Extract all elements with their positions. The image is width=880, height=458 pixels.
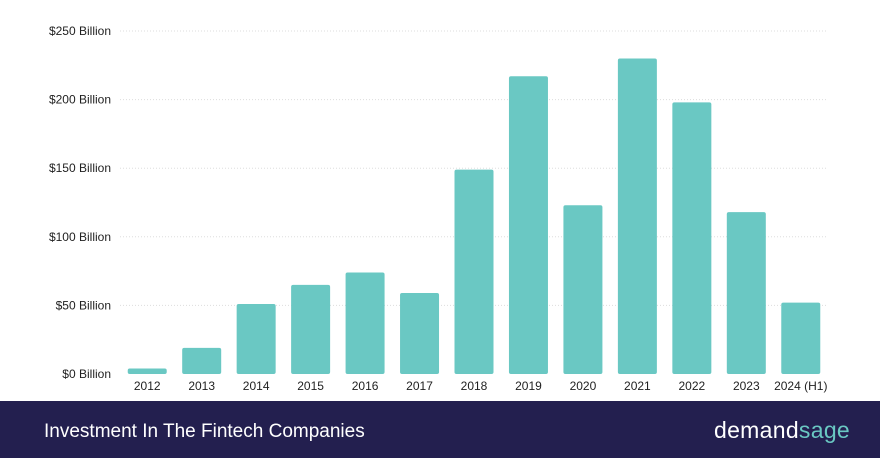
bar-2019: [508, 76, 548, 374]
x-tick-label: 2024 (H1): [774, 379, 827, 393]
x-tick-label: 2014: [243, 379, 270, 393]
x-tick-label: 2020: [570, 379, 597, 393]
footer-bar: Investment In The Fintech Companies dema…: [0, 401, 880, 458]
y-tick-label: $250 Billion: [49, 24, 111, 38]
bar-2020: [563, 205, 603, 374]
bar-2022: [672, 102, 712, 375]
x-tick-label: 2023: [733, 379, 760, 393]
brand-logo-part2: sage: [798, 417, 850, 443]
bar-2021: [617, 58, 657, 374]
x-tick-label: 2022: [678, 379, 705, 393]
bar-2024-h1: [781, 302, 821, 374]
x-tick-label: 2021: [624, 379, 651, 393]
y-tick-label: $0 Billion: [62, 367, 111, 381]
brand-logo: demandsage: [714, 417, 850, 444]
y-tick-label: $50 Billion: [56, 298, 111, 312]
bar-2013: [182, 347, 222, 374]
y-axis-tick-labels: $0 Billion $50 Billion $100 Billion $150 Bi…: [49, 24, 111, 381]
bar-2014: [236, 304, 276, 374]
bar-2016: [345, 272, 385, 374]
chart-title: Investment In The Fintech Companies: [44, 421, 365, 442]
x-axis-tick-labels: 2012 2013 2014 2015 2016 2017 2018 2019 2020 2021…: [134, 379, 828, 393]
brand-logo-part1: demand: [714, 417, 799, 443]
y-tick-label: $100 Billion: [49, 230, 111, 244]
bar-2015: [291, 284, 331, 374]
x-tick-label: 2012: [134, 379, 161, 393]
bar-2017: [400, 293, 440, 374]
x-tick-label: 2018: [461, 379, 488, 393]
y-tick-label: $200 Billion: [49, 93, 111, 107]
bars: [127, 58, 821, 375]
x-tick-label: 2015: [297, 379, 324, 393]
bar-2012: [127, 368, 167, 374]
bar-2023: [726, 212, 766, 374]
x-tick-label: 2017: [406, 379, 433, 393]
y-tick-label: $150 Billion: [49, 161, 111, 175]
bar-2018: [454, 169, 494, 374]
bar-chart: $0 Billion $50 Billion $100 Billion $150 Bi…: [49, 24, 828, 393]
x-tick-label: 2013: [188, 379, 215, 393]
x-tick-label: 2019: [515, 379, 542, 393]
x-tick-label: 2016: [352, 379, 379, 393]
